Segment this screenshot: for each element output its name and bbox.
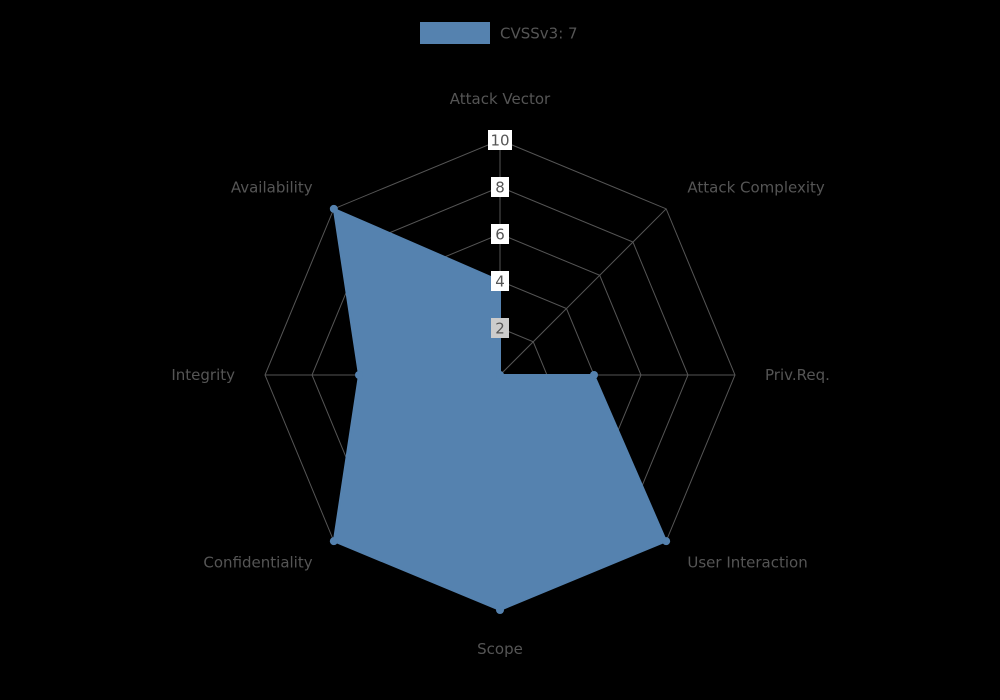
cvss-radar-chart: 2 4 6 8 10 Attack Vector Attack Complexity Priv… bbox=[0, 0, 1000, 700]
radar-axis-label: Scope bbox=[477, 640, 523, 658]
radar-tick-label: 2 bbox=[495, 320, 505, 338]
radar-series-point bbox=[355, 371, 363, 379]
radar-axis-label: Attack Complexity bbox=[687, 179, 824, 197]
legend-swatch bbox=[420, 22, 490, 44]
radar-tick-label: 4 bbox=[495, 273, 505, 291]
radar-series-point bbox=[590, 371, 598, 379]
radar-axis-label: Confidentiality bbox=[203, 553, 312, 571]
radar-axis-label: Attack Vector bbox=[450, 90, 551, 108]
radar-spoke bbox=[500, 209, 666, 375]
radar-axis-label: User Interaction bbox=[687, 553, 807, 571]
radar-tick-label: 10 bbox=[490, 132, 509, 150]
legend-label: CVSSv3: 7 bbox=[500, 25, 578, 43]
radar-series-point bbox=[330, 537, 338, 545]
radar-series-point bbox=[662, 537, 670, 545]
radar-axis-label: Integrity bbox=[171, 366, 235, 384]
radar-series-point bbox=[496, 371, 504, 379]
radar-series-point bbox=[330, 205, 338, 213]
radar-tick-label: 8 bbox=[495, 179, 505, 197]
radar-series-point bbox=[496, 606, 504, 614]
radar-tick-label: 6 bbox=[495, 226, 505, 244]
radar-axis-label: Priv.Req. bbox=[765, 366, 830, 384]
radar-axis-label: Availability bbox=[231, 179, 313, 197]
